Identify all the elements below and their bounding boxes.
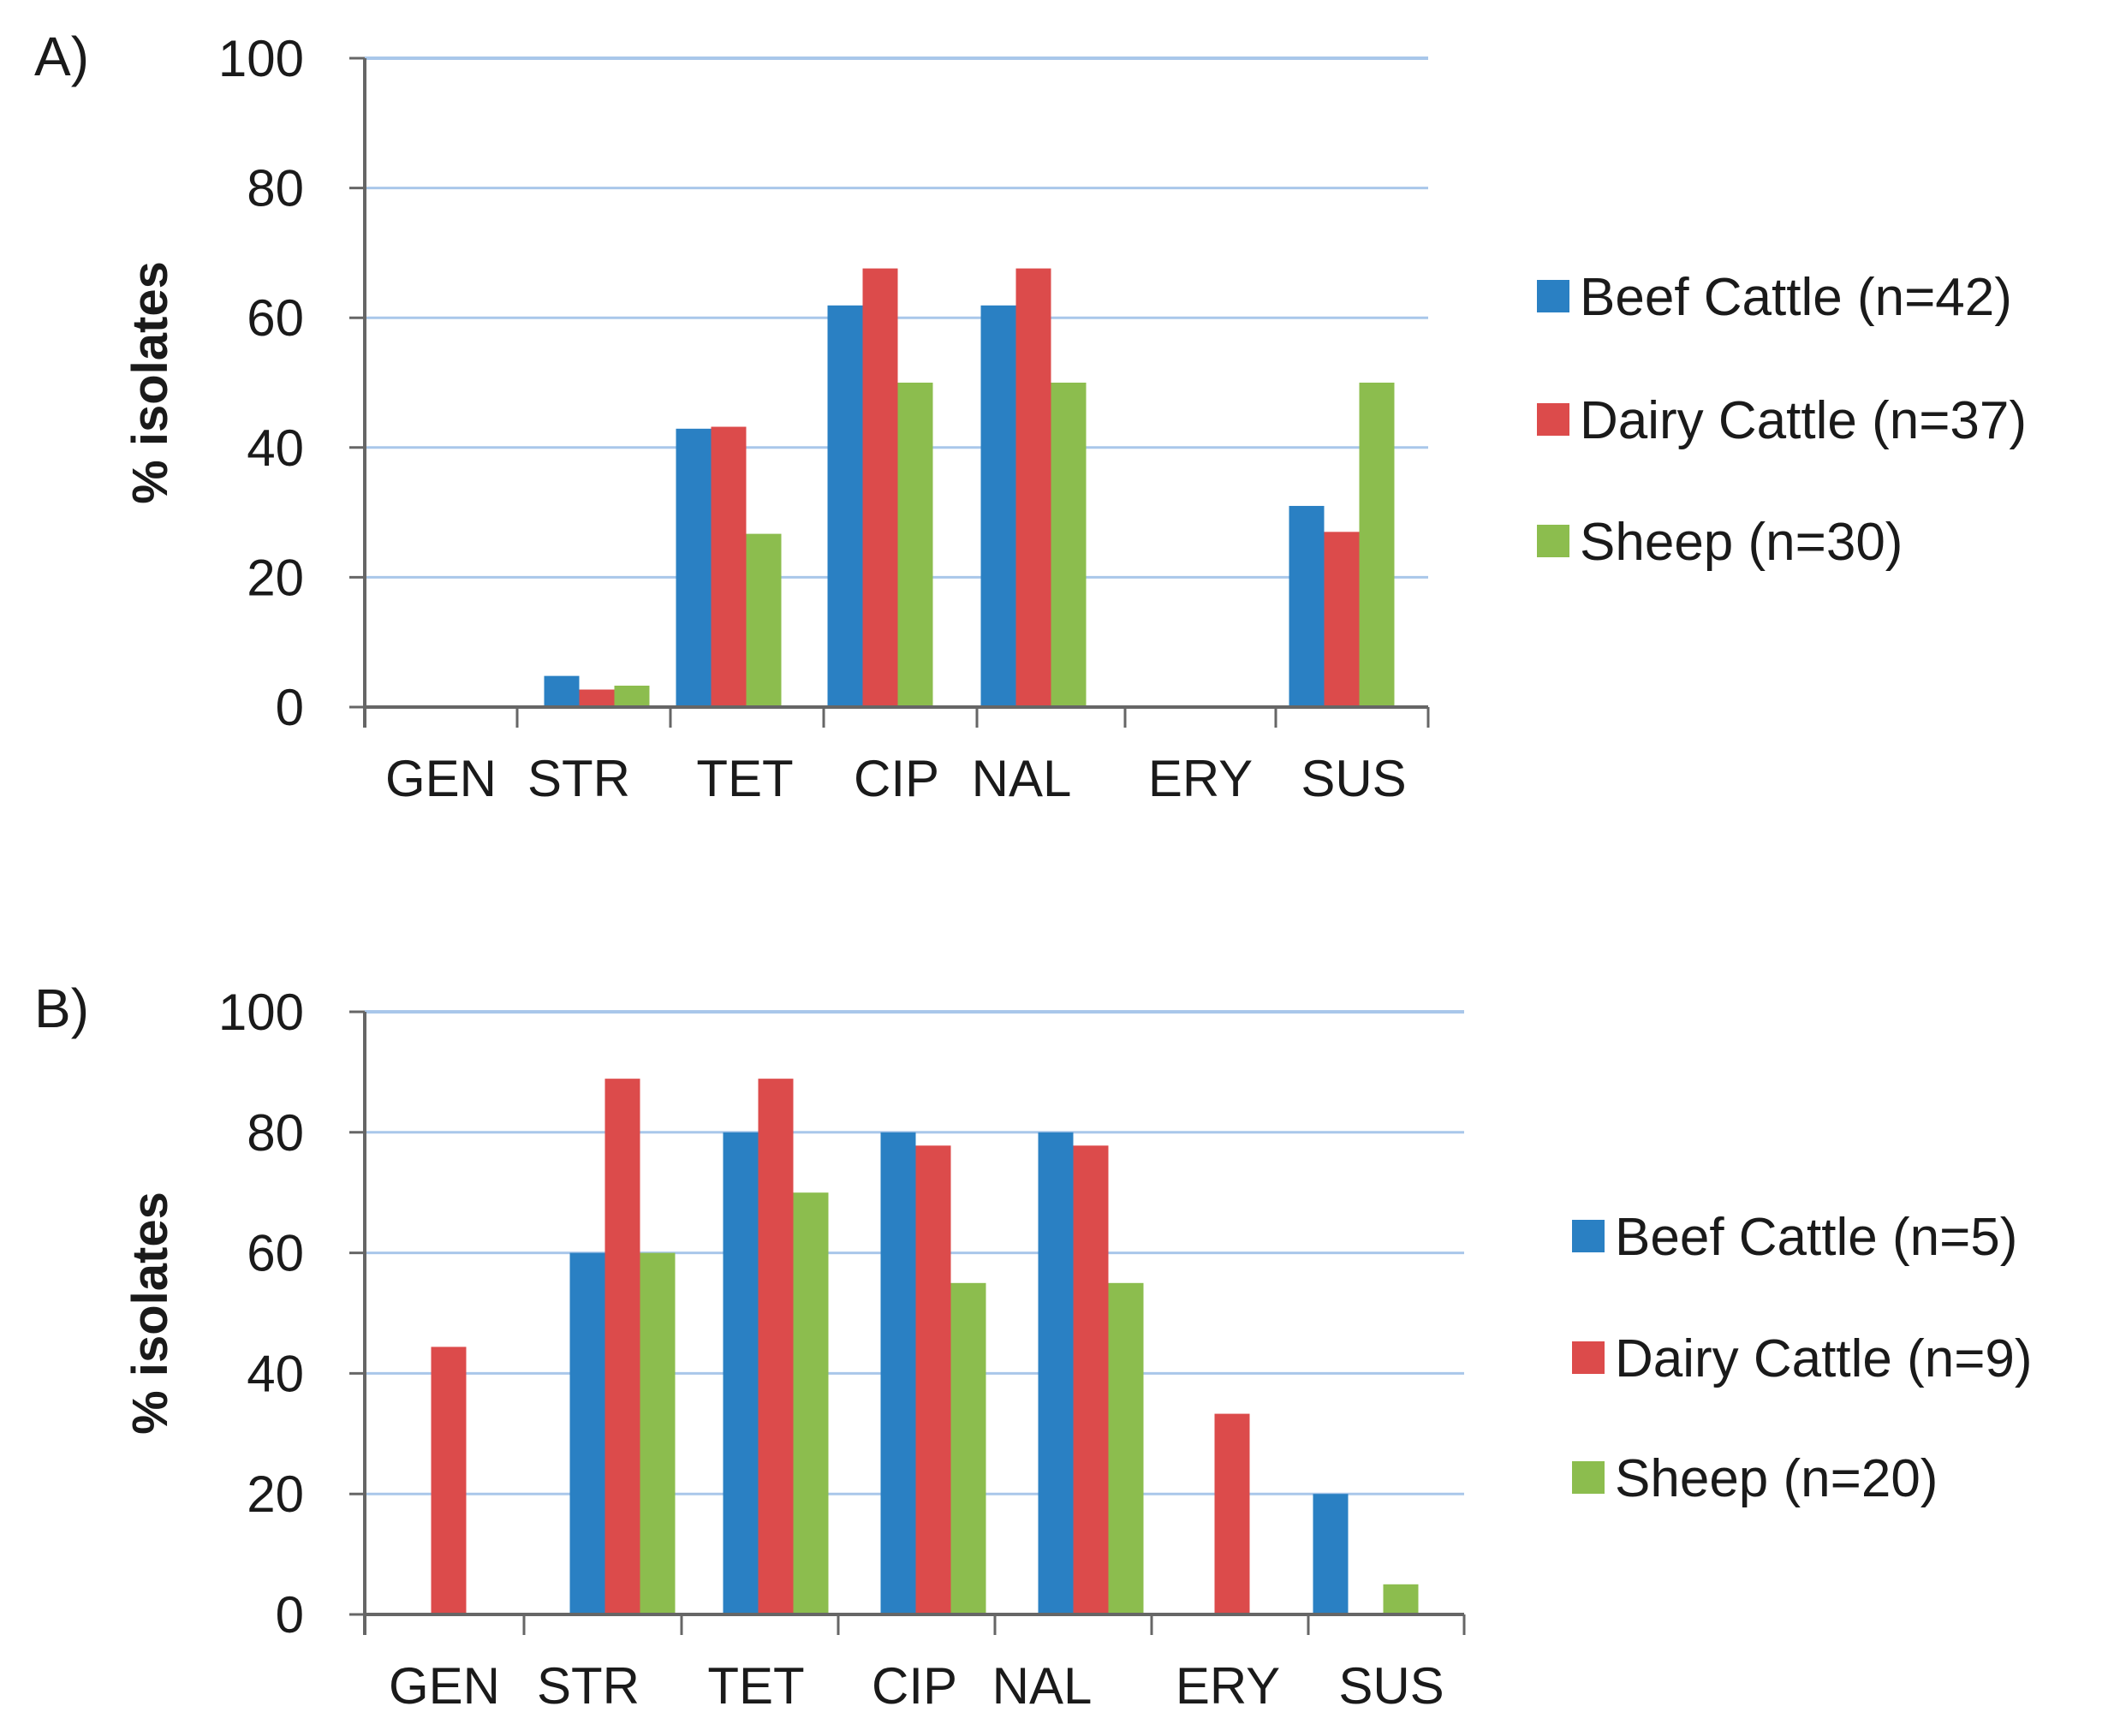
y-tick-label: 100 — [218, 984, 304, 1041]
bar-tet-series-3 — [746, 533, 782, 707]
legend-label: Sheep (n=30) — [1580, 513, 1903, 572]
x-tick-label: SUS — [1301, 750, 1406, 807]
bar-nal-series-2 — [1015, 268, 1051, 707]
x-tick-label: STR — [527, 750, 630, 807]
bar-cip-series-2 — [862, 268, 898, 707]
x-tick-label: GEN — [385, 750, 497, 807]
x-tick-label: SUS — [1338, 1657, 1444, 1715]
panel-label: A) — [34, 26, 89, 87]
x-tick-label: CIP — [872, 1657, 957, 1715]
bar-nal-series-1 — [1038, 1132, 1074, 1614]
legend-swatch — [1572, 1220, 1605, 1252]
bar-sus-series-3 — [1383, 1584, 1419, 1614]
y-axis-title: % isolates — [122, 261, 178, 504]
bar-nal-series-1 — [980, 305, 1016, 707]
bar-tet-series-2 — [758, 1079, 794, 1614]
bar-gen-series-2 — [431, 1347, 467, 1614]
x-tick-label: ERY — [1148, 750, 1253, 807]
x-tick-label: CIP — [854, 750, 939, 807]
legend: Beef Cattle (n=42) Dairy Cattle (n=37) She… — [1537, 268, 2027, 572]
bar-nal-series-2 — [1073, 1145, 1109, 1614]
bar-str-series-2 — [579, 689, 615, 707]
chart-panel-a: 0 20 40 60 80 100 GEN STR TET CIP NAL ERY SUS A) % iso… — [34, 26, 2027, 807]
bar-cip-series-1 — [880, 1132, 916, 1614]
legend-label: Sheep (n=20) — [1615, 1449, 1938, 1508]
x-tick-label: NAL — [972, 750, 1072, 807]
y-tick-label: 20 — [247, 1465, 304, 1523]
bar-tet-series-1 — [676, 428, 712, 707]
bar-ery-series-2 — [1214, 1413, 1250, 1614]
bar-nal-series-3 — [1051, 383, 1087, 707]
bar-sus-series-1 — [1289, 506, 1325, 707]
bar-str-series-1 — [569, 1252, 605, 1614]
bar-sus-series-2 — [1324, 532, 1360, 707]
bar-tet-series-1 — [723, 1132, 759, 1614]
bar-str-series-1 — [544, 675, 580, 707]
legend-swatch — [1537, 403, 1569, 436]
bar-str-series-2 — [604, 1079, 640, 1614]
y-tick-label: 80 — [247, 160, 304, 217]
legend-label: Beef Cattle (n=42) — [1580, 268, 2012, 327]
bar-tet-series-3 — [793, 1192, 829, 1614]
x-tick-label: STR — [537, 1657, 640, 1715]
y-tick-label: 0 — [276, 679, 304, 736]
bar-cip-series-2 — [915, 1145, 951, 1614]
bar-sus-series-3 — [1359, 383, 1395, 707]
x-tick-label: ERY — [1176, 1657, 1280, 1715]
y-axis-title: % isolates — [122, 1192, 178, 1435]
chart-panel-b: 0 20 40 60 80 100 GEN STR TET CIP NAL ERY SUS B) % iso… — [34, 978, 2033, 1715]
x-tick-label: TET — [707, 1657, 804, 1715]
y-tick-label: 0 — [276, 1586, 304, 1644]
legend-swatch — [1572, 1461, 1605, 1494]
y-tick-label: 60 — [247, 1225, 304, 1282]
panel-label: B) — [34, 978, 89, 1039]
bar-str-series-3 — [614, 685, 650, 707]
bar-str-series-3 — [640, 1252, 676, 1614]
y-tick-label: 20 — [247, 549, 304, 606]
x-tick-label: GEN — [389, 1657, 500, 1715]
bar-cip-series-3 — [950, 1282, 986, 1614]
y-tick-label: 40 — [247, 1345, 304, 1402]
legend-label: Dairy Cattle (n=9) — [1615, 1329, 2033, 1388]
bar-cip-series-3 — [897, 383, 933, 707]
bar-tet-series-2 — [711, 426, 747, 707]
x-tick-label: NAL — [992, 1657, 1093, 1715]
y-tick-label: 80 — [247, 1104, 304, 1162]
bar-sus-series-1 — [1313, 1494, 1349, 1614]
legend-swatch — [1537, 280, 1569, 312]
bar-cip-series-1 — [827, 305, 863, 707]
legend-swatch — [1537, 525, 1569, 557]
legend-label: Beef Cattle (n=5) — [1615, 1208, 2017, 1267]
legend-swatch — [1572, 1341, 1605, 1374]
y-tick-label: 100 — [218, 30, 304, 87]
x-tick-label: TET — [696, 750, 793, 807]
legend: Beef Cattle (n=5) Dairy Cattle (n=9) Sheep… — [1572, 1208, 2033, 1508]
bar-nal-series-3 — [1108, 1282, 1144, 1614]
y-tick-label: 60 — [247, 289, 304, 347]
y-tick-label: 40 — [247, 419, 304, 477]
legend-label: Dairy Cattle (n=37) — [1580, 391, 2027, 450]
